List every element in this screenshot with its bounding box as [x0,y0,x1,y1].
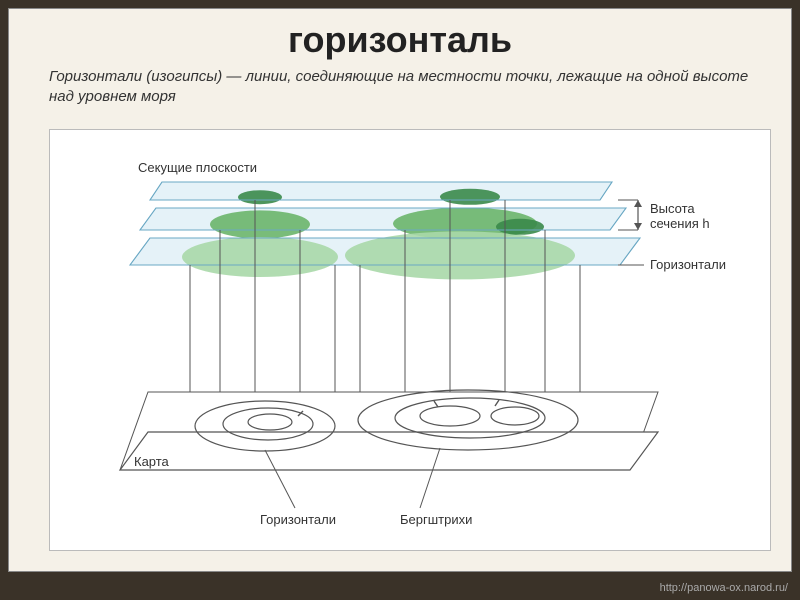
title: горизонталь [9,9,791,67]
svg-text:Горизонтали: Горизонтали [260,512,336,527]
svg-text:Высота: Высота [650,201,695,216]
svg-text:Карта: Карта [134,454,170,469]
svg-text:Секущие плоскости: Секущие плоскости [138,160,257,175]
svg-text:Бергштрихи: Бергштрихи [400,512,472,527]
slide: горизонталь Горизонтали (изогипсы) — лин… [8,8,792,572]
svg-text:Горизонтали: Горизонтали [650,257,726,272]
footer-url: http://panowa-ox.narod.ru/ [660,582,788,594]
svg-text:сечения h: сечения h [650,216,710,231]
subtitle: Горизонтали (изогипсы) — линии, соединяю… [9,67,791,114]
contour-diagram: Секущие плоскости Карта Высотасечения h Гор… [50,130,770,550]
diagram-container: Секущие плоскости Карта Высотасечения h Гор… [49,129,771,551]
